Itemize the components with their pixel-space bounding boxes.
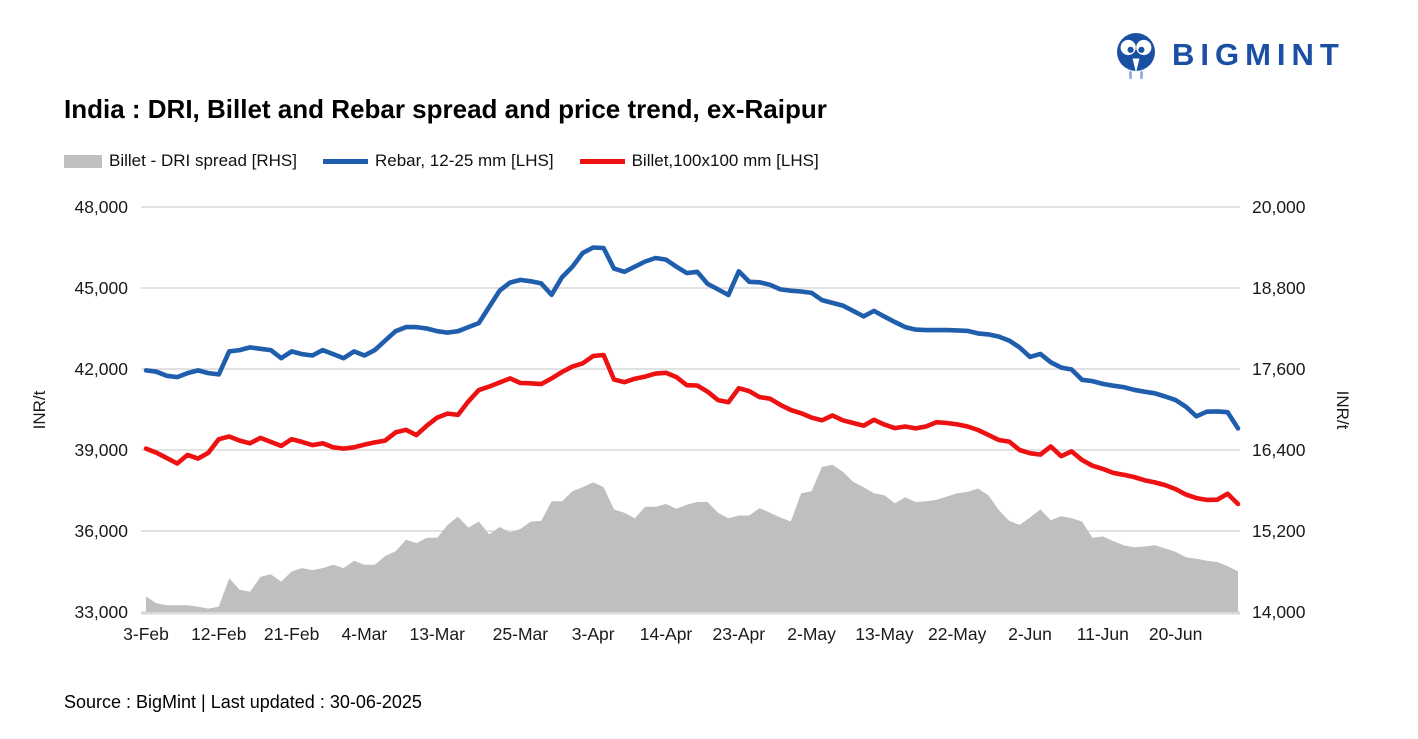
legend-item: Billet,100x100 mm [LHS]	[579, 151, 819, 171]
bigmint-logo: BIGMINT	[1112, 30, 1345, 80]
billet-line-series	[143, 352, 1241, 507]
left-axis-tick-label: 45,000	[74, 278, 128, 298]
x-axis-tick-label: 25-Mar	[492, 624, 549, 644]
x-axis-tick-label: 11-Jun	[1076, 624, 1129, 644]
left-axis-tick-label: 48,000	[74, 197, 128, 217]
source-note: Source : BigMint | Last updated : 30-06-…	[64, 692, 422, 712]
x-axis-tick-label: 3-Feb	[123, 624, 169, 644]
x-axis-tick-label: 13-May	[855, 624, 914, 644]
left-axis-tick-label: 36,000	[74, 521, 128, 541]
legend-label: Billet,100x100 mm [LHS]	[631, 151, 819, 170]
x-axis-tick-label: 22-May	[928, 624, 987, 644]
right-axis-tick-label: 20,000	[1252, 197, 1306, 217]
bigmint-owl-icon	[1117, 33, 1155, 79]
legend-line-swatch	[323, 158, 368, 164]
x-axis-tick-label: 23-Apr	[712, 624, 766, 644]
chart-legend: Billet - DRI spread [RHS] Rebar, 12-25 mm…	[64, 151, 819, 171]
x-axis-tick-label: 13-Mar	[409, 624, 465, 644]
legend-area-swatch	[64, 154, 102, 168]
legend-label: Billet - DRI spread [RHS]	[109, 151, 297, 170]
right-axis-tick-label: 17,600	[1252, 359, 1306, 379]
x-axis-tick-label: 12-Feb	[191, 624, 247, 644]
left-axis-tick-label: 42,000	[74, 359, 128, 379]
x-axis-tick-label: 20-Jun	[1148, 624, 1203, 644]
rebar-line-series	[143, 245, 1241, 431]
x-axis-tick-label: 2-May	[787, 624, 836, 644]
left-axis-tick-label: 33,000	[74, 602, 128, 622]
left-axis-tick-label: 39,000	[74, 440, 128, 460]
right-axis-tick-label: 15,200	[1252, 521, 1306, 541]
x-axis-tick-label: 4-Mar	[341, 624, 388, 644]
chart-title: India : DRI, Billet and Rebar spread and…	[64, 94, 827, 124]
right-axis-tick-label: 18,800	[1252, 278, 1306, 298]
x-axis-tick-label: 2-Jun	[1008, 624, 1052, 644]
legend-item: Billet - DRI spread [RHS]	[64, 151, 297, 171]
x-axis-tick-label: 3-Apr	[571, 624, 615, 644]
x-axis-tick-label: 14-Apr	[639, 624, 693, 644]
brand-name: BIGMINT	[1172, 37, 1345, 72]
right-axis-tick-label: 14,000	[1252, 602, 1306, 622]
spread-area-series	[146, 464, 1238, 612]
right-axis-tick-label: 16,400	[1252, 440, 1306, 460]
legend-label: Rebar, 12-25 mm [LHS]	[375, 151, 554, 170]
legend-item: Rebar, 12-25 mm [LHS]	[323, 151, 554, 171]
legend-line-swatch	[579, 158, 625, 164]
x-axis-tick-label: 21-Feb	[263, 624, 320, 644]
